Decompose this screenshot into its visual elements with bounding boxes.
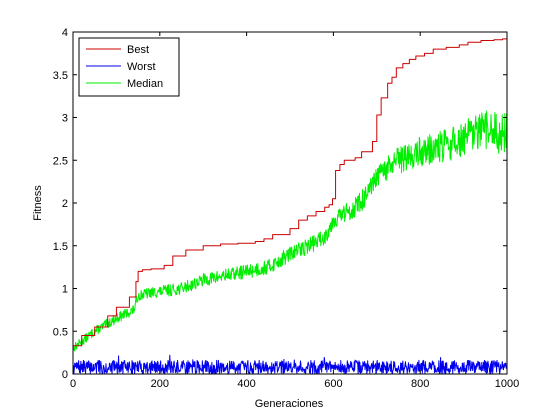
y-axis-label: Fitness [32, 185, 44, 221]
legend-label-median: Median [127, 78, 163, 90]
series-line-best [73, 37, 507, 347]
x-tick-label: 600 [324, 378, 342, 390]
x-tick-label: 200 [151, 378, 169, 390]
y-tick-label: 4 [62, 27, 68, 39]
legend: Best Worst Median [78, 37, 180, 97]
series-line-median [73, 110, 507, 352]
y-tick-label: 0.5 [53, 326, 68, 338]
x-tick-label: 1000 [495, 378, 519, 390]
y-tick-label: 2.5 [53, 155, 68, 167]
y-tick-label: 2 [62, 198, 68, 210]
x-axis-label: Generaciones [255, 398, 324, 410]
y-tick-label: 1 [62, 284, 68, 296]
y-tick-label: 3.5 [53, 70, 68, 82]
axes: 0 200 400 600 800 1000 0 0.5 1 1.5 2 2.5 3 3.5 4 [53, 27, 520, 390]
x-tick-label: 800 [411, 378, 429, 390]
y-tick-label: 0 [62, 369, 68, 381]
series-group [73, 37, 507, 374]
series-line-worst [73, 354, 507, 374]
x-tick-label: 0 [70, 378, 76, 390]
y-tick-label: 3 [62, 113, 68, 125]
legend-box [78, 37, 180, 97]
legend-label-worst: Worst [127, 61, 156, 73]
x-tick-label: 400 [237, 378, 255, 390]
y-tick-label: 1.5 [53, 241, 68, 253]
legend-label-best: Best [127, 44, 149, 56]
plot-area [73, 37, 507, 374]
